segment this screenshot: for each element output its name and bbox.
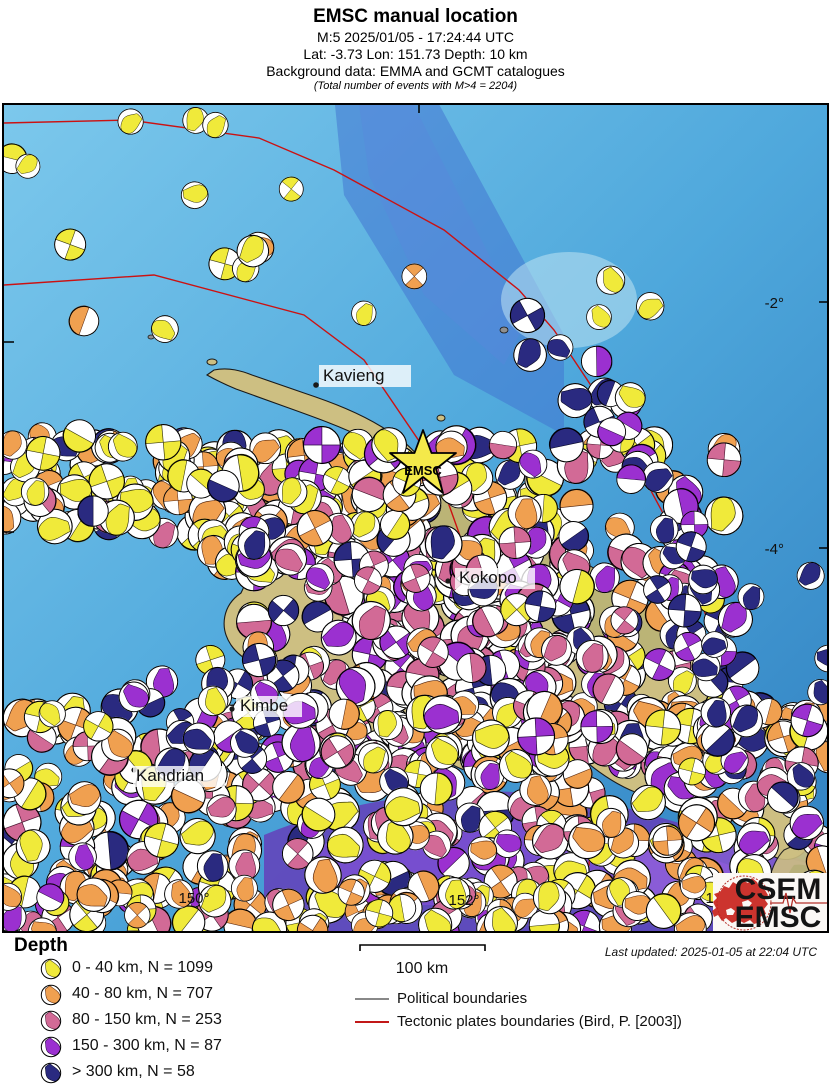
svg-text:-4°: -4° bbox=[765, 541, 784, 558]
svg-text:Kimbe: Kimbe bbox=[240, 696, 288, 715]
svg-text:152°: 152° bbox=[448, 892, 479, 909]
svg-text:-2°: -2° bbox=[765, 295, 784, 312]
svg-text:EMSC: EMSC bbox=[735, 901, 822, 933]
svg-text:Kandrian: Kandrian bbox=[136, 766, 204, 785]
svg-text:100 km: 100 km bbox=[396, 960, 448, 977]
svg-text:Kavieng: Kavieng bbox=[323, 366, 384, 385]
svg-text:Kokopo: Kokopo bbox=[459, 568, 517, 587]
svg-text:150°: 150° bbox=[178, 890, 209, 907]
svg-text:EMSC: EMSC bbox=[404, 463, 442, 478]
